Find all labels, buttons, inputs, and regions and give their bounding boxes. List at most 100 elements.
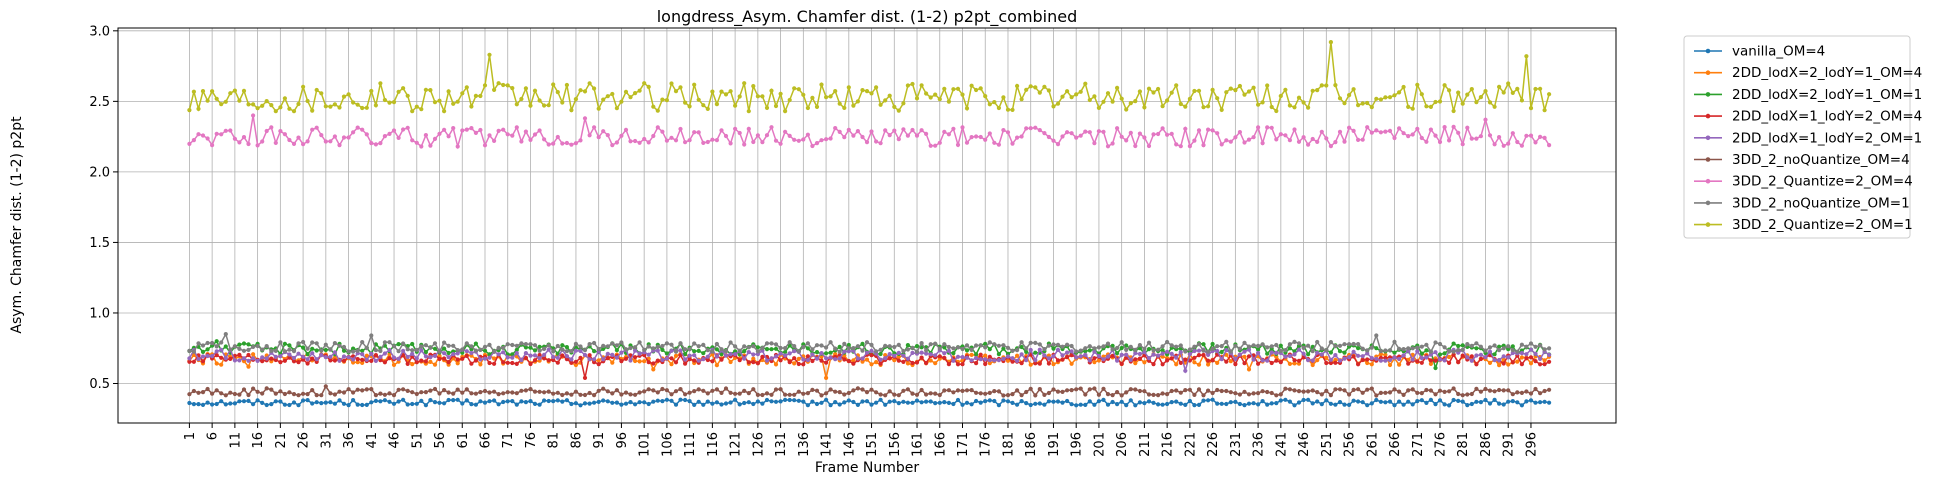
data-point — [305, 139, 310, 144]
data-point — [1324, 136, 1329, 141]
data-point — [1378, 358, 1383, 363]
data-point — [287, 390, 292, 395]
data-point — [1065, 398, 1070, 404]
data-point — [1105, 402, 1111, 407]
data-point — [878, 141, 883, 146]
data-point — [482, 356, 488, 361]
data-point — [1274, 401, 1279, 406]
data-point — [1105, 341, 1111, 346]
data-point — [628, 95, 633, 100]
data-point — [1051, 354, 1056, 359]
data-point — [1110, 141, 1115, 146]
data-point — [1301, 397, 1306, 403]
data-point — [601, 129, 606, 134]
data-point — [1069, 388, 1074, 393]
data-point — [901, 127, 906, 132]
legend-label: 3DD_2_Quantize=2_OM=4 — [1732, 174, 1913, 190]
data-point — [892, 358, 897, 363]
data-point — [1156, 86, 1161, 92]
data-point — [655, 398, 660, 403]
x-tick-label: 261 — [1365, 432, 1380, 457]
data-point — [969, 402, 974, 407]
data-point — [364, 357, 369, 362]
data-point — [260, 103, 265, 108]
data-point — [992, 358, 997, 363]
data-point — [360, 388, 365, 393]
data-point — [1096, 354, 1101, 359]
data-point — [391, 393, 397, 398]
data-point — [1296, 139, 1302, 144]
data-point — [1310, 349, 1315, 354]
data-point — [1428, 352, 1433, 357]
data-point — [514, 351, 519, 356]
data-point — [469, 344, 474, 349]
data-point — [478, 390, 483, 395]
data-point — [200, 359, 206, 364]
data-point — [1469, 354, 1474, 359]
data-point — [874, 360, 879, 365]
data-point — [1319, 352, 1324, 357]
data-point — [505, 360, 510, 365]
data-point — [846, 127, 851, 132]
data-point — [442, 340, 447, 345]
data-point — [305, 98, 310, 104]
data-point — [278, 129, 283, 134]
data-point — [764, 133, 770, 138]
data-point — [746, 109, 751, 114]
data-point — [428, 143, 433, 148]
data-point — [605, 399, 610, 404]
series-lines — [187, 40, 1552, 408]
data-point — [1215, 401, 1220, 406]
data-point — [933, 143, 938, 148]
data-point — [1269, 104, 1274, 110]
data-point — [223, 344, 228, 349]
data-point — [432, 346, 438, 351]
data-point — [933, 401, 938, 406]
data-point — [924, 360, 929, 366]
data-point — [683, 347, 688, 352]
data-point — [1301, 389, 1306, 394]
data-point — [205, 136, 210, 141]
data-point — [805, 105, 811, 111]
data-point — [987, 131, 992, 136]
data-point — [592, 349, 597, 354]
data-point — [1256, 361, 1261, 366]
data-point — [910, 350, 915, 355]
data-point — [1497, 387, 1502, 393]
x-tick-label: 196 — [1070, 432, 1085, 457]
data-point — [341, 358, 347, 363]
data-point — [878, 361, 883, 366]
data-point — [373, 103, 378, 108]
data-point — [1015, 353, 1020, 358]
data-point — [1046, 356, 1051, 361]
data-point — [878, 392, 883, 397]
data-point — [901, 399, 906, 404]
data-point — [555, 390, 560, 395]
data-point — [191, 402, 196, 407]
data-point — [1069, 131, 1074, 136]
data-point — [1096, 105, 1101, 110]
data-point — [1447, 88, 1452, 93]
data-point — [251, 344, 256, 349]
data-point — [592, 357, 597, 362]
data-point — [714, 354, 720, 359]
data-point — [1169, 131, 1174, 136]
data-point — [633, 138, 638, 144]
data-point — [983, 137, 988, 142]
data-point — [1137, 89, 1142, 94]
data-point — [905, 400, 911, 405]
data-point — [892, 353, 897, 358]
legend-swatch-marker — [1705, 157, 1711, 162]
data-point — [323, 347, 328, 353]
data-point — [1219, 349, 1224, 355]
data-point — [1042, 84, 1047, 89]
data-point — [751, 387, 756, 392]
data-point — [469, 126, 474, 131]
data-point — [1497, 84, 1502, 89]
data-point — [719, 357, 724, 362]
data-point — [1533, 400, 1538, 405]
data-point — [1419, 135, 1424, 141]
data-point — [1360, 390, 1365, 395]
data-point — [978, 391, 983, 396]
data-point — [1383, 390, 1388, 395]
